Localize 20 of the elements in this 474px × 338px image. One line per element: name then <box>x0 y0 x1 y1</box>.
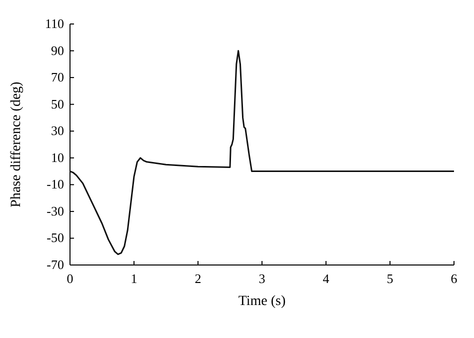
y-tick-label: -70 <box>46 257 64 272</box>
line-series <box>69 50 455 256</box>
y-tick-label: 10 <box>51 150 64 165</box>
x-axis-title: Time (s) <box>238 294 286 309</box>
x-tick-label: 5 <box>386 271 394 286</box>
y-tick-label: -10 <box>46 176 64 192</box>
y-tick-label: 70 <box>51 70 64 85</box>
x-tick-label: 1 <box>130 271 138 286</box>
x-tick-label: 4 <box>322 271 330 286</box>
y-tick-label: 30 <box>51 123 64 138</box>
x-tick-label: 3 <box>258 271 266 286</box>
y-tick-label: 90 <box>51 42 64 58</box>
y-axis-title: Phase difference (deg) <box>9 81 24 208</box>
x-tick-label: 0 <box>66 271 74 286</box>
y-tick-label: -50 <box>46 230 64 246</box>
x-tick-label: 6 <box>450 271 458 286</box>
y-tick-label: 110 <box>44 16 64 31</box>
y-tick-label: -30 <box>46 203 64 218</box>
y-tick-label: 50 <box>51 96 64 112</box>
x-tick-label: 2 <box>194 271 202 286</box>
